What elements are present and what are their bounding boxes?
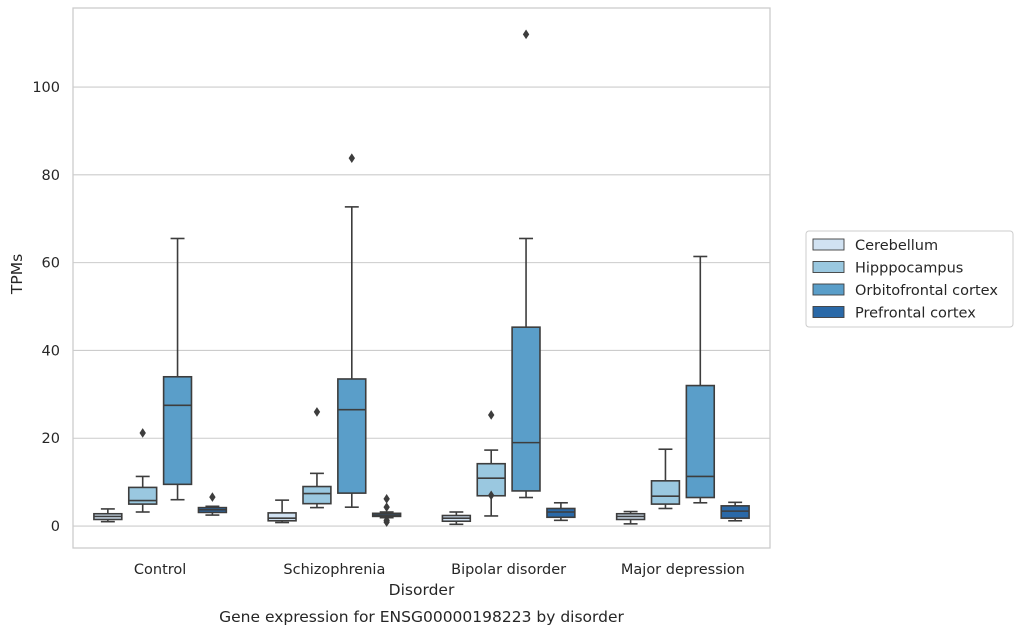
iqr-box [267,512,297,522]
legend-swatch [812,238,845,251]
x-tick-label: Control [134,562,186,578]
box-prefrontal-cortex [197,492,228,516]
chart-caption: Gene expression for ENSG00000198223 by d… [219,608,624,626]
y-tick-label: 60 [42,256,60,272]
iqr-box [685,384,716,499]
y-tick-label: 40 [42,343,60,359]
iqr-box [720,505,750,519]
legend-frame [805,230,1014,328]
legend-swatch [812,261,845,273]
box-prefrontal-cortex [371,494,402,527]
outlier-point [383,494,390,504]
box-orbitofrontal-cortex [337,153,367,508]
outlier-point [209,492,216,502]
legend-swatch [812,306,845,318]
legend-swatch [812,283,845,296]
outlier-point [488,410,495,420]
box-hipppocampus [302,407,332,509]
box-cerebellum [267,499,297,524]
plot-frame [72,7,771,549]
iqr-box [476,462,506,497]
legend-label: Orbitofrontal cortex [855,283,998,299]
iqr-box [302,485,332,505]
legend-label: Prefrontal cortex [855,306,976,322]
box-hipppocampus [650,448,681,510]
x-axis-title: Disorder [389,581,455,599]
box-hipppocampus [476,410,506,517]
legend-items: Cerebellum Hipppocampus Orbitofrontal cort… [812,238,998,322]
box-prefrontal-cortex [720,501,750,522]
legend: Cerebellum Hipppocampus Orbitofrontal cort… [805,230,1014,328]
iqr-box [337,378,367,494]
box-hipppocampus [127,428,158,513]
outlier-point [383,502,390,512]
legend-label: Hipppocampus [855,261,963,277]
outlier-point [139,428,146,438]
y-tick-labels: 0 20 40 60 80 100 [32,80,60,535]
y-tick-label: 20 [42,431,60,447]
iqr-box [650,480,681,505]
x-tick-label: Schizophrenia [283,562,385,578]
iqr-box [511,326,541,492]
box-prefrontal-cortex [546,501,576,522]
box-orbitofrontal-cortex [685,255,716,504]
y-tick-label: 100 [32,80,60,96]
y-tick-label: 0 [51,519,60,535]
x-tick-labels: Control Schizophrenia Bipolar disorder Majo… [134,562,745,578]
iqr-box [162,375,193,486]
legend-label: Cerebellum [855,238,938,254]
x-tick-label: Bipolar disorder [451,562,566,578]
boxes [93,29,750,527]
outlier-point [383,517,390,527]
outlier-point [488,490,495,501]
outlier-point [313,407,321,417]
iqr-box [127,486,158,505]
box-cerebellum [615,510,646,525]
outlier-point [522,29,530,40]
box-cerebellum [93,508,123,523]
box-orbitofrontal-cortex [162,237,193,501]
iqr-box [546,507,576,519]
y-tick-label: 80 [42,168,60,184]
x-tick-label: Major depression [621,562,745,578]
outlier-point [348,153,355,163]
box-cerebellum [441,511,472,526]
box-orbitofrontal-cortex [511,29,541,499]
y-axis-title: TPMs [8,254,26,295]
